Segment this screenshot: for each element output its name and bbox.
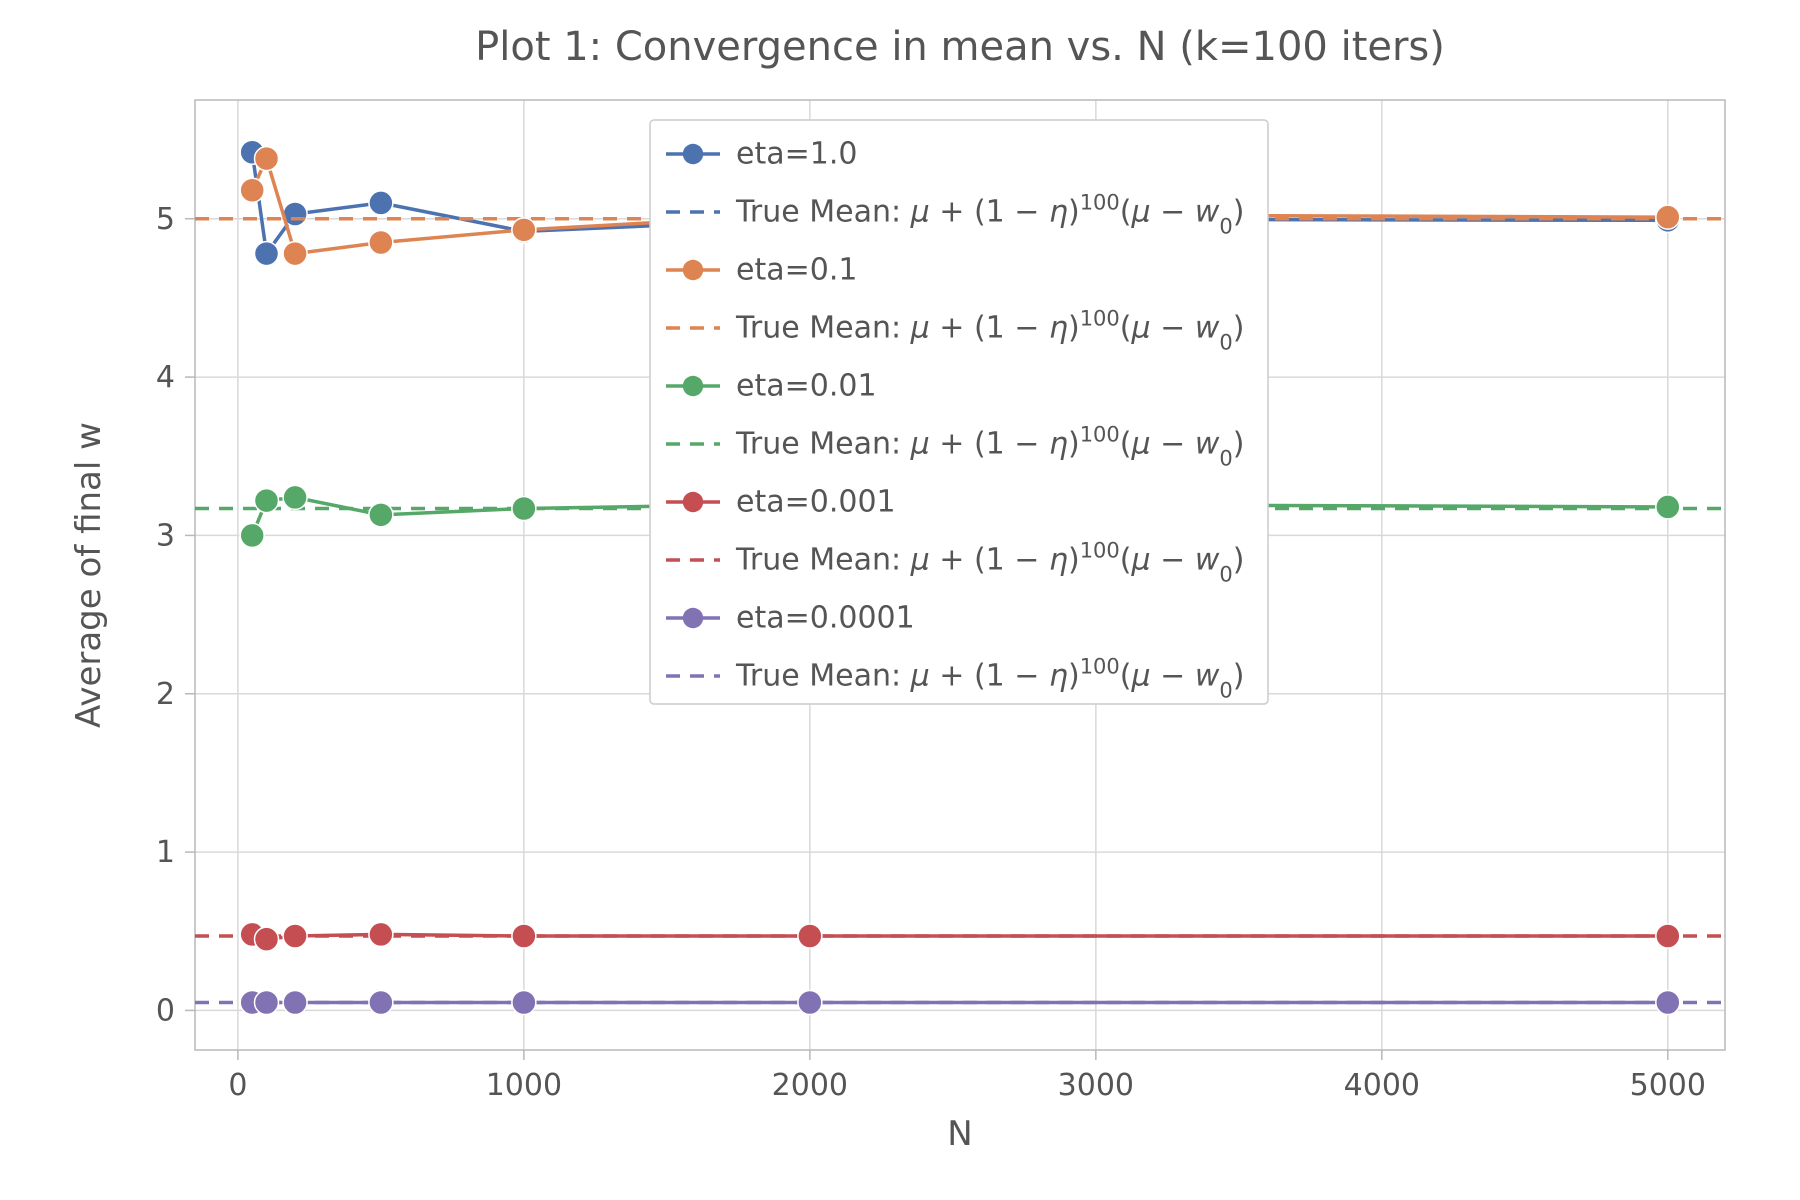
series-marker-eta0.1 (369, 231, 393, 255)
x-tick-label: 0 (228, 1068, 247, 1103)
legend-swatch-marker (683, 376, 703, 396)
y-axis-label: Average of final w (69, 422, 109, 728)
series-marker-eta0.0001 (369, 991, 393, 1015)
legend-swatch-marker (683, 260, 703, 280)
series-marker-eta0.01 (512, 497, 536, 521)
x-tick-label: 1000 (486, 1068, 562, 1103)
series-marker-eta0.001 (512, 924, 536, 948)
y-tick-label: 3 (156, 518, 175, 553)
legend-swatch-marker (683, 608, 703, 628)
series-marker-eta0.001 (798, 924, 822, 948)
series-marker-eta1.0 (369, 191, 393, 215)
chart-svg: 0 1000 2000 3000 4000 5000 0 1 2 3 4 5 N Average of f… (0, 0, 1800, 1200)
y-tick-label: 5 (156, 202, 175, 237)
series-marker-eta0.1 (254, 147, 278, 171)
series-marker-eta0.1 (512, 218, 536, 242)
series-marker-eta0.001 (369, 922, 393, 946)
x-tick-label: 2000 (772, 1068, 848, 1103)
legend-label: eta=0.001 (736, 485, 896, 520)
legend-label: eta=0.01 (736, 369, 877, 404)
y-tick-label: 2 (156, 677, 175, 712)
series-marker-eta0.1 (283, 242, 307, 266)
legend: eta=1.0True Mean: μ + (1 − η)100(μ − w0)… (650, 120, 1268, 704)
legend-label: eta=0.0001 (736, 601, 915, 636)
series-marker-eta0.01 (1656, 495, 1680, 519)
chart-title: Plot 1: Convergence in mean vs. N (k=100… (475, 24, 1445, 70)
series-marker-eta0.001 (1656, 924, 1680, 948)
legend-label: eta=0.1 (736, 253, 857, 288)
legend-swatch-marker (683, 144, 703, 164)
series-marker-eta0.01 (254, 489, 278, 513)
legend-label: eta=1.0 (736, 137, 857, 172)
legend-swatch-marker (683, 492, 703, 512)
series-marker-eta0.0001 (254, 991, 278, 1015)
series-marker-eta0.1 (1656, 205, 1680, 229)
series-marker-eta0.0001 (1656, 991, 1680, 1015)
series-marker-eta0.001 (283, 924, 307, 948)
series-marker-eta0.001 (254, 927, 278, 951)
y-tick-label: 1 (156, 835, 175, 870)
series-marker-eta0.0001 (512, 991, 536, 1015)
y-tick-label: 4 (156, 360, 175, 395)
y-tick-label: 0 (156, 993, 175, 1028)
x-tick-label: 5000 (1630, 1068, 1706, 1103)
x-axis-label: N (947, 1114, 972, 1154)
series-marker-eta0.01 (369, 503, 393, 527)
series-marker-eta0.01 (240, 523, 264, 547)
y-axis: 0 1 2 3 4 5 (156, 202, 195, 1029)
series-marker-eta0.0001 (798, 991, 822, 1015)
chart-container: 0 1000 2000 3000 4000 5000 0 1 2 3 4 5 N Average of f… (0, 0, 1800, 1200)
x-tick-label: 4000 (1344, 1068, 1420, 1103)
series-marker-eta0.1 (240, 178, 264, 202)
series-marker-eta0.0001 (283, 991, 307, 1015)
series-marker-eta0.01 (283, 485, 307, 509)
x-axis: 0 1000 2000 3000 4000 5000 (228, 1050, 1706, 1103)
x-tick-label: 3000 (1058, 1068, 1134, 1103)
series-marker-eta1.0 (254, 242, 278, 266)
